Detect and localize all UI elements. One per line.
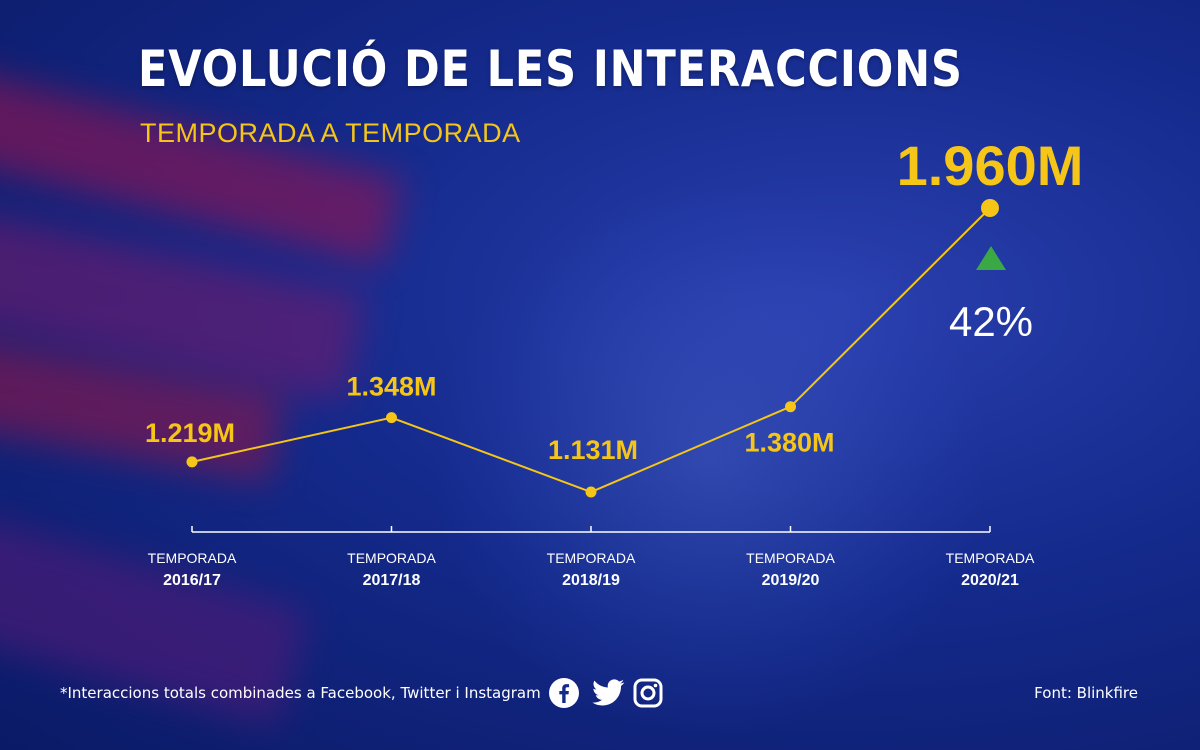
data-point (981, 199, 999, 217)
data-point (386, 412, 397, 424)
chart-subtitle: TEMPORADA A TEMPORADA (140, 118, 521, 148)
data-point (585, 486, 597, 498)
data-label: 1.960M (897, 134, 1084, 197)
x-tick-label: TEMPORADA (946, 550, 1035, 566)
data-label: 1.380M (744, 428, 834, 458)
x-tick-label: 2016/17 (163, 572, 221, 589)
data-point (785, 401, 796, 413)
x-tick-label: 2019/20 (762, 572, 820, 589)
x-tick-label: TEMPORADA (347, 550, 436, 566)
x-tick-label: 2018/19 (562, 572, 620, 589)
up-arrow-icon (976, 246, 1006, 270)
footnote: *Interaccions totals combinades a Facebo… (60, 684, 541, 702)
social-icons (548, 677, 664, 709)
x-tick-label: 2017/18 (363, 572, 421, 589)
data-point (186, 456, 198, 468)
data-label: 1.219M (145, 418, 235, 448)
source-credit: Font: Blinkfire (1034, 684, 1138, 702)
x-tick-label: TEMPORADA (746, 550, 835, 566)
x-tick-label: 2020/21 (961, 572, 1019, 589)
data-label: 1.348M (346, 372, 436, 402)
change-percentage: 42% (949, 298, 1033, 345)
x-tick-label: TEMPORADA (148, 550, 237, 566)
chart-title: EVOLUCIÓ DE LES INTERACCIONS (138, 40, 963, 98)
x-tick-label: TEMPORADA (547, 550, 636, 566)
twitter-icon[interactable] (590, 677, 625, 709)
facebook-icon[interactable] (548, 677, 580, 709)
data-label: 1.131M (548, 435, 638, 465)
instagram-icon[interactable] (632, 677, 664, 709)
